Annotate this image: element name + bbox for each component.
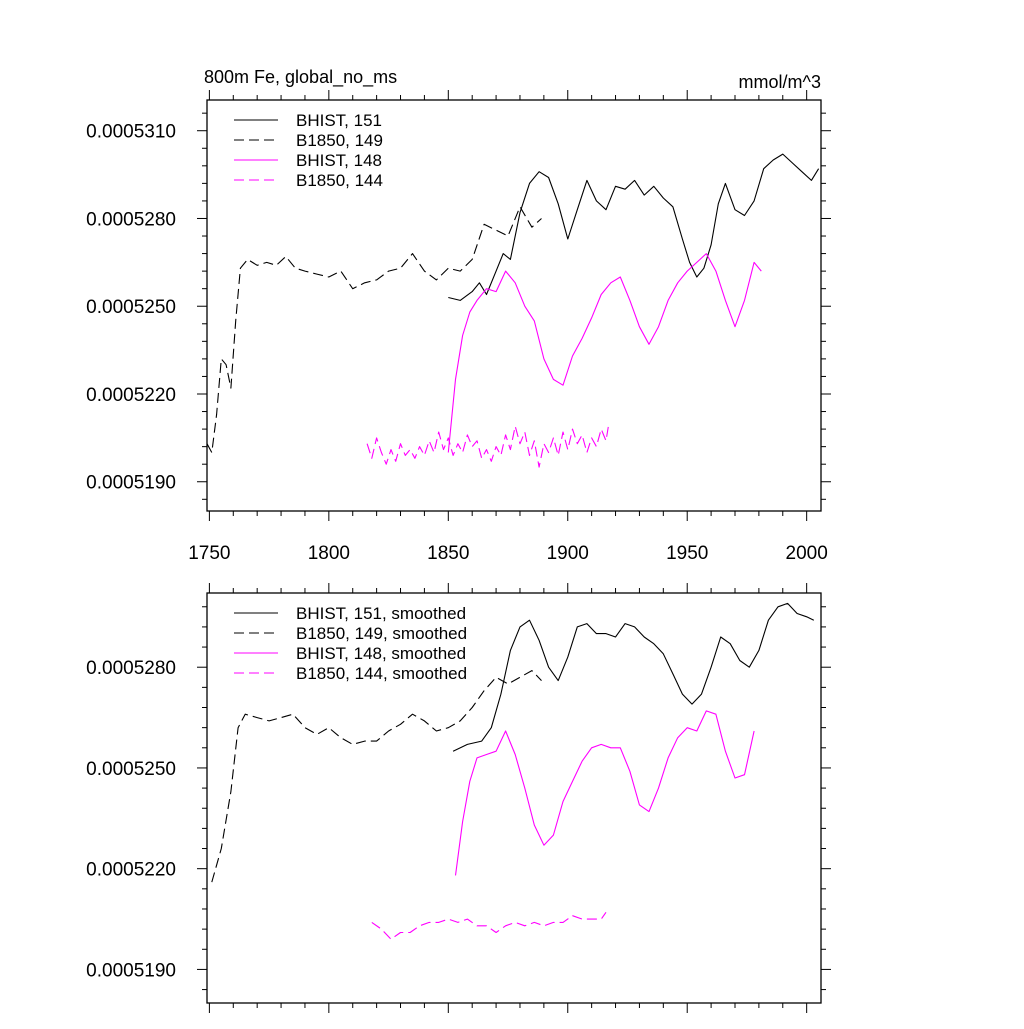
legend-label: B1850, 144 — [296, 171, 383, 190]
legend-label: B1850, 144, smoothed — [296, 664, 467, 683]
y-tick-label: 0.0005190 — [86, 960, 176, 981]
series-line-1 — [452, 602, 815, 752]
y-tick-label: 0.0005250 — [86, 297, 176, 318]
bottom-panel: 0.0005190 0.0005220 0.0005250 0.0005280 BHIS… — [86, 583, 831, 1013]
x-tick-label: 1950 — [666, 543, 708, 564]
x-tick-label: 1900 — [547, 543, 589, 564]
series-line-1 — [448, 153, 820, 301]
legend-label: B1850, 149 — [296, 131, 383, 150]
x-tick-label: 1750 — [188, 543, 230, 564]
legend-label: BHIST, 151, smoothed — [296, 604, 466, 623]
legend-label: B1850, 149, smoothed — [296, 624, 467, 643]
y-tick-label: 0.0005310 — [86, 122, 176, 143]
legend-label: BHIST, 148, smoothed — [296, 644, 466, 663]
units-label: mmol/m^3 — [739, 72, 821, 92]
series-line-4 — [366, 425, 609, 468]
x-tick-label: 2000 — [786, 543, 828, 564]
plot-frame — [206, 99, 822, 512]
legend-label: BHIST, 148 — [296, 151, 382, 170]
y-tick-label: 0.0005250 — [86, 759, 176, 780]
y-tick-label: 0.0005220 — [86, 860, 176, 881]
chart-title: 800m Fe, global_no_ms — [204, 67, 397, 88]
series-line-2 — [206, 206, 542, 454]
series-line-2 — [211, 670, 542, 883]
y-tick-label: 0.0005280 — [86, 209, 176, 230]
plot-frame — [206, 592, 822, 1004]
top-panel: 1750 1800 1850 1900 1950 2000 0.0005190 0.00052… — [86, 67, 831, 564]
x-tick-label: 1800 — [308, 543, 350, 564]
series-line-4 — [371, 911, 607, 940]
x-tick-label: 1850 — [427, 543, 469, 564]
legend-label: BHIST, 151 — [296, 111, 382, 130]
series-line-3 — [454, 710, 755, 876]
y-tick-label: 0.0005190 — [86, 473, 176, 494]
y-tick-label: 0.0005280 — [86, 658, 176, 679]
series-line-3 — [447, 253, 762, 453]
y-tick-label: 0.0005220 — [86, 385, 176, 406]
